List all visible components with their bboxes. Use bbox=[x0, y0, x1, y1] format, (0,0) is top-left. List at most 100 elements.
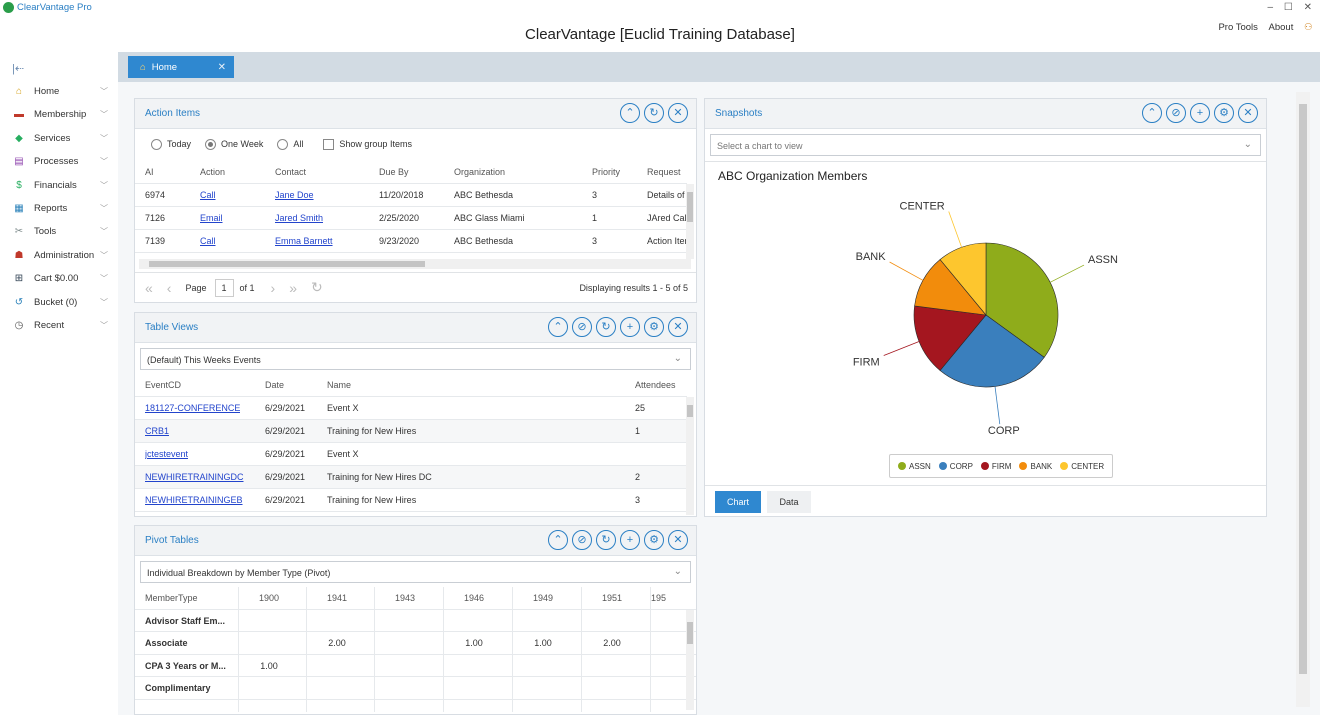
sidebar-item-cart-0-00[interactable]: ⊞ Cart $0.00 ﹀ bbox=[0, 267, 118, 290]
sidebar-item-membership[interactable]: ▬ Membership ﹀ bbox=[0, 103, 118, 126]
sidebar-item-services[interactable]: ◆ Services ﹀ bbox=[0, 127, 118, 150]
page-input[interactable]: 1 bbox=[214, 278, 234, 297]
table-row[interactable]: NEWHIRETRAININGEB 6/29/2021 Training for N… bbox=[135, 489, 687, 512]
filter-all[interactable]: All bbox=[277, 139, 303, 151]
column-header[interactable]: 1943 bbox=[394, 593, 416, 603]
collapse-sidebar-icon[interactable]: |⇠ bbox=[12, 63, 25, 75]
column-header[interactable]: EventCD bbox=[145, 380, 182, 390]
cell-link[interactable]: jctestevent bbox=[145, 449, 189, 459]
page-scrollbar[interactable] bbox=[1296, 92, 1310, 707]
page-scrollbar-thumb[interactable] bbox=[1299, 104, 1307, 674]
show-group-items-checkbox[interactable]: Show group Items bbox=[323, 139, 412, 151]
table-row[interactable]: CPA 3 Years or M... 1.00 bbox=[135, 655, 696, 677]
about-link[interactable]: About bbox=[1268, 22, 1294, 33]
next-page-icon[interactable]: › bbox=[270, 279, 276, 296]
horizontal-scrollbar[interactable] bbox=[139, 259, 691, 269]
no-filter-icon[interactable]: ⊘ bbox=[1166, 103, 1186, 123]
vertical-scrollbar[interactable] bbox=[686, 184, 694, 259]
legend-item-bank[interactable]: BANK bbox=[1019, 462, 1052, 471]
column-header[interactable]: Due By bbox=[379, 167, 409, 177]
gear-icon[interactable]: ⚙ bbox=[644, 530, 664, 550]
column-header[interactable]: MemberType bbox=[145, 593, 198, 603]
column-header[interactable]: AI bbox=[145, 167, 154, 177]
refresh-icon[interactable]: ↻ bbox=[596, 317, 616, 337]
no-filter-icon[interactable]: ⊘ bbox=[572, 530, 592, 550]
cell-link[interactable]: NEWHIRETRAININGDC bbox=[145, 472, 244, 482]
column-header[interactable]: Contact bbox=[275, 167, 307, 177]
column-header[interactable]: Action bbox=[200, 167, 226, 177]
sidebar-item-reports[interactable]: ▦ Reports ﹀ bbox=[0, 197, 118, 220]
legend-item-firm[interactable]: FIRM bbox=[980, 462, 1011, 471]
gear-icon[interactable]: ⚙ bbox=[1214, 103, 1234, 123]
pro-tools-link[interactable]: Pro Tools bbox=[1218, 22, 1258, 33]
gear-icon[interactable]: ⚙ bbox=[644, 317, 664, 337]
table-view-select[interactable]: (Default) This Weeks Events ⌄ bbox=[140, 348, 691, 370]
legend-item-assn[interactable]: ASSN bbox=[898, 462, 931, 471]
close-icon[interactable]: ✕ bbox=[1238, 103, 1258, 123]
close-icon[interactable]: ✕ bbox=[668, 530, 688, 550]
last-page-icon[interactable]: » bbox=[289, 279, 297, 296]
cell-link[interactable]: Jane Doe bbox=[275, 190, 314, 200]
tab-home[interactable]: ⌂ Home ✕ bbox=[128, 56, 234, 78]
table-row[interactable]: CRB1 6/29/2021 Training for New Hires 1 bbox=[135, 420, 687, 443]
column-header[interactable]: 1949 bbox=[532, 593, 554, 603]
collapse-icon[interactable]: ⌃ bbox=[1142, 103, 1162, 123]
add-icon[interactable]: + bbox=[620, 317, 640, 337]
column-header[interactable]: Request bbox=[647, 167, 681, 177]
refresh-icon[interactable]: ↻ bbox=[311, 279, 323, 295]
column-header[interactable]: 1951 bbox=[601, 593, 623, 603]
window-controls[interactable]: – ☐ ✕ bbox=[1267, 2, 1316, 13]
first-page-icon[interactable]: « bbox=[145, 279, 153, 296]
sidebar-item-tools[interactable]: ✂ Tools ﹀ bbox=[0, 220, 118, 243]
filter-one-week[interactable]: One Week bbox=[205, 139, 263, 151]
cell-link[interactable]: 181127-CONFERENCE bbox=[145, 403, 241, 413]
table-row[interactable]: jctestevent 6/29/2021 Event X bbox=[135, 443, 687, 466]
cell-link[interactable]: Jared Smith bbox=[275, 213, 324, 223]
vertical-scrollbar[interactable] bbox=[686, 610, 694, 710]
close-icon[interactable]: ✕ bbox=[668, 103, 688, 123]
refresh-icon[interactable]: ↻ bbox=[644, 103, 664, 123]
pie-slice-firm[interactable] bbox=[913, 305, 987, 371]
vertical-scrollbar[interactable] bbox=[686, 397, 694, 515]
cell-link[interactable]: Email bbox=[200, 213, 223, 223]
pivot-select[interactable]: Individual Breakdown by Member Type (Piv… bbox=[140, 561, 691, 583]
add-icon[interactable]: + bbox=[1190, 103, 1210, 123]
sidebar-item-financials[interactable]: $ Financials ﹀ bbox=[0, 174, 118, 197]
cell-link[interactable]: Call bbox=[200, 236, 216, 246]
cell-link[interactable]: CRB1 bbox=[145, 426, 170, 436]
pie-slice-assn[interactable] bbox=[985, 242, 1059, 358]
table-row[interactable]: Complimentary bbox=[135, 677, 696, 700]
table-row[interactable]: 7126 Email Jared Smith 2/25/2020 ABC Glass M… bbox=[135, 207, 694, 230]
prev-page-icon[interactable]: ‹ bbox=[166, 279, 172, 296]
column-header[interactable]: 1941 bbox=[326, 593, 348, 603]
column-header[interactable]: Priority bbox=[592, 167, 621, 177]
cell-link[interactable]: Emma Barnett bbox=[275, 236, 333, 246]
legend-item-corp[interactable]: CORP bbox=[938, 462, 973, 471]
table-row[interactable]: 6974 Call Jane Doe 11/20/2018 ABC Bethesda 3 D… bbox=[135, 184, 690, 207]
table-row[interactable]: 181127-CONFERENCE 6/29/2021 Event X 25 bbox=[135, 397, 687, 420]
column-header[interactable]: Name bbox=[327, 380, 352, 390]
cell-link[interactable]: NEWHIRETRAININGEB bbox=[145, 495, 243, 505]
collapse-icon[interactable]: ⌃ bbox=[548, 530, 568, 550]
no-filter-icon[interactable]: ⊘ bbox=[572, 317, 592, 337]
sidebar-item-bucket-0[interactable]: ↺ Bucket (0) ﹀ bbox=[0, 291, 118, 314]
table-row[interactable]: Associate 2.00 1.00 1.00 2.00 bbox=[135, 632, 696, 655]
cell-link[interactable]: Call bbox=[200, 190, 216, 200]
column-header[interactable]: Attendees bbox=[635, 380, 676, 390]
sidebar-item-processes[interactable]: ▤ Processes ﹀ bbox=[0, 150, 118, 173]
column-header[interactable]: Organization bbox=[454, 167, 506, 177]
chart-select[interactable]: Select a chart to view ⌄ bbox=[710, 134, 1261, 156]
close-icon[interactable]: ✕ bbox=[668, 317, 688, 337]
column-header[interactable]: 1946 bbox=[463, 593, 485, 603]
column-header[interactable]: 195 bbox=[651, 593, 667, 603]
column-header[interactable]: Date bbox=[265, 380, 285, 390]
pie-slice-corp[interactable] bbox=[939, 314, 1045, 388]
user-icon[interactable]: ⚇ bbox=[1304, 22, 1313, 33]
data-button[interactable]: Data bbox=[767, 491, 811, 513]
table-row[interactable]: 7139 Call Emma Barnett 9/23/2020 ABC Bethesd… bbox=[135, 230, 690, 253]
add-icon[interactable]: + bbox=[620, 530, 640, 550]
collapse-icon[interactable]: ⌃ bbox=[620, 103, 640, 123]
legend-item-center[interactable]: CENTER bbox=[1060, 462, 1104, 471]
refresh-icon[interactable]: ↻ bbox=[596, 530, 616, 550]
filter-today[interactable]: Today bbox=[151, 139, 191, 151]
